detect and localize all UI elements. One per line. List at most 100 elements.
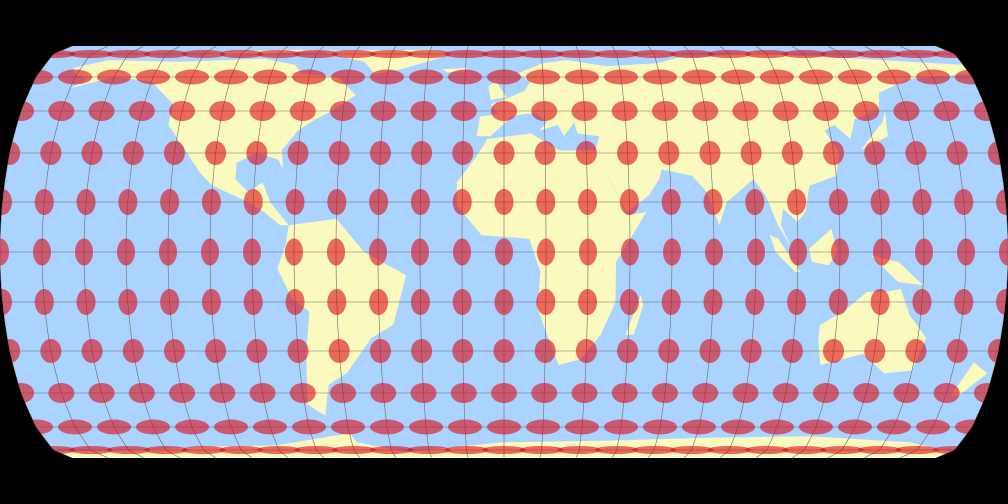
tissot-ellipse bbox=[912, 189, 932, 215]
tissot-ellipse bbox=[578, 289, 598, 315]
tissot-indicatrices bbox=[0, 50, 1008, 454]
tissot-ellipse bbox=[819, 446, 864, 454]
tissot-ellipse bbox=[870, 189, 890, 215]
tissot-ellipse bbox=[782, 446, 827, 454]
tissot-ellipse bbox=[181, 446, 226, 454]
tissot-ellipse bbox=[519, 50, 564, 58]
tissot-ellipse bbox=[448, 419, 483, 435]
tissot-ellipse bbox=[876, 69, 911, 85]
tissot-ellipse bbox=[915, 69, 950, 85]
tissot-ellipse bbox=[531, 383, 558, 403]
tissot-ellipse bbox=[853, 101, 880, 121]
tissot-ellipse bbox=[410, 383, 437, 403]
iceland bbox=[442, 67, 469, 73]
tissot-ellipse bbox=[669, 446, 714, 454]
tissot-ellipse bbox=[169, 101, 196, 121]
tissot-ellipse bbox=[48, 383, 75, 403]
tissot-ellipse bbox=[331, 50, 376, 58]
tissot-ellipse bbox=[452, 289, 472, 315]
tissot-ellipse bbox=[782, 50, 827, 58]
tissot-ellipse bbox=[487, 419, 521, 435]
tissot-ellipse bbox=[48, 101, 75, 121]
tissot-ellipse bbox=[160, 289, 180, 315]
tissot-ellipse bbox=[106, 50, 151, 58]
tissot-ellipse bbox=[406, 50, 451, 58]
tissot-ellipse bbox=[327, 189, 347, 215]
tissot-ellipse bbox=[294, 50, 339, 58]
tissot-ellipse bbox=[118, 289, 138, 315]
tissot-ellipse bbox=[330, 101, 357, 121]
tissot-ellipse bbox=[128, 101, 155, 121]
tissot-ellipse bbox=[452, 339, 474, 363]
tissot-ellipse bbox=[812, 383, 839, 403]
tissot-ellipse bbox=[669, 50, 714, 58]
tissot-ellipse bbox=[720, 69, 755, 85]
tissot-ellipse bbox=[118, 189, 138, 215]
tissot-ellipse bbox=[864, 339, 886, 363]
tissot-ellipse bbox=[857, 446, 902, 454]
tissot-ellipse bbox=[75, 238, 93, 266]
tissot-ellipse bbox=[209, 101, 236, 121]
tissot-ellipse bbox=[692, 383, 719, 403]
tissot-ellipse bbox=[219, 446, 264, 454]
tissot-ellipse bbox=[525, 419, 560, 435]
tissot-ellipse bbox=[448, 69, 483, 85]
tissot-ellipse bbox=[915, 419, 950, 435]
tissot-ellipse bbox=[246, 339, 268, 363]
tissot-ellipse bbox=[76, 289, 96, 315]
tissot-ellipse bbox=[482, 446, 526, 454]
tissot-ellipse bbox=[759, 69, 794, 85]
tissot-ellipse bbox=[487, 69, 521, 85]
tissot-ellipse bbox=[201, 289, 221, 315]
tissot-ellipse bbox=[946, 339, 968, 363]
tissot-ellipse bbox=[707, 446, 752, 454]
tissot-ellipse bbox=[705, 238, 723, 266]
tissot-ellipse bbox=[651, 383, 678, 403]
tissot-ellipse bbox=[787, 189, 807, 215]
new-zealand bbox=[951, 362, 988, 396]
tissot-ellipse bbox=[369, 289, 389, 315]
tissot-ellipse bbox=[996, 189, 1008, 215]
tissot-ellipse bbox=[912, 289, 932, 315]
tissot-ellipse bbox=[692, 101, 719, 121]
tissot-ellipse bbox=[175, 69, 210, 85]
tissot-ellipse bbox=[611, 383, 638, 403]
tissot-ellipse bbox=[857, 50, 902, 58]
tissot-ellipse bbox=[996, 289, 1008, 315]
tissot-ellipse bbox=[331, 446, 376, 454]
tissot-ellipse bbox=[292, 69, 327, 85]
tissot-ellipse bbox=[97, 419, 132, 435]
south-america bbox=[277, 218, 407, 416]
tissot-ellipse bbox=[285, 238, 303, 266]
great-britain bbox=[488, 81, 507, 100]
tissot-ellipse bbox=[954, 189, 974, 215]
tissot-ellipse bbox=[603, 419, 638, 435]
tissot-ellipse bbox=[246, 141, 268, 165]
tissot-ellipse bbox=[575, 141, 597, 165]
eurasia bbox=[476, 52, 970, 249]
tissot-ellipse bbox=[294, 446, 339, 454]
tissot-ellipse bbox=[954, 289, 974, 315]
tissot-ellipse bbox=[915, 238, 933, 266]
tissot-ellipse bbox=[411, 339, 433, 363]
tissot-ellipse bbox=[789, 238, 807, 266]
tissot-ellipse bbox=[999, 238, 1008, 266]
tissot-ellipse bbox=[327, 238, 345, 266]
tissot-ellipse bbox=[331, 69, 366, 85]
tissot-ellipse bbox=[895, 50, 940, 58]
tissot-ellipse bbox=[537, 238, 555, 266]
australia bbox=[818, 288, 927, 374]
tissot-ellipse bbox=[181, 50, 226, 58]
tissot-ellipse bbox=[873, 238, 891, 266]
tissot-ellipse bbox=[642, 419, 677, 435]
tissot-ellipse bbox=[837, 419, 872, 435]
tissot-ellipse bbox=[571, 101, 598, 121]
tissot-ellipse bbox=[781, 141, 803, 165]
tissot-ellipse bbox=[253, 69, 288, 85]
tissot-ellipse bbox=[895, 446, 940, 454]
tissot-ellipse bbox=[370, 383, 397, 403]
tissot-ellipse bbox=[369, 50, 414, 58]
tissot-ellipse bbox=[745, 189, 765, 215]
tissot-ellipse bbox=[453, 238, 471, 266]
